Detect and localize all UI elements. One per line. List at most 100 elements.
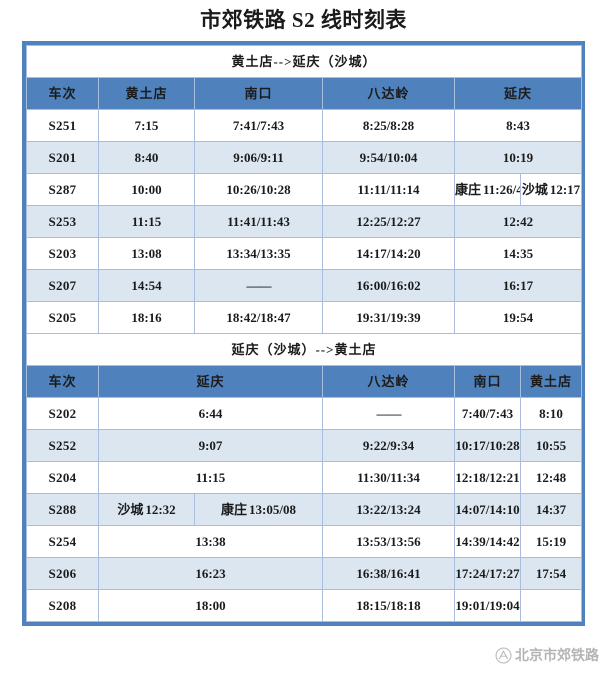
page-title: 市郊铁路 S2 线时刻表 (200, 8, 407, 32)
stop-time: 7:40/7:43 (454, 397, 521, 431)
table-row[interactable]: S28710:0010:26/10:2811:11/11:14康庄11:26/4… (26, 173, 583, 207)
terminus-time: 6:44 (98, 397, 323, 431)
stop-time: 10:26/10:28 (194, 173, 323, 207)
train-number: S251 (26, 109, 99, 143)
watermark-label: 北京市郊铁路 (515, 647, 599, 663)
stop-time: 8:10 (519, 397, 583, 431)
stop-name: 康庄 (455, 182, 482, 198)
stop-time: 14:54 (98, 269, 195, 303)
terminus-time: 10:19 (453, 141, 583, 175)
section-caption: 延庆（沙城）-->黄土店 (25, 333, 583, 367)
table-row[interactable]: S251 7:15 7:41/7:43 8:25/8:28 8:43 (26, 109, 583, 143)
stop-time: 10:00 (98, 173, 195, 207)
stop-time: 14:37 (519, 493, 583, 527)
column-header-3: 南口 (194, 77, 323, 111)
stop-time: 13:53/13:56 (322, 525, 455, 559)
stop-time: 19:01/19:04 (454, 589, 521, 623)
stop-time: 13:08 (98, 237, 195, 271)
table-row[interactable]: S204 11:15 11:30/11:34 12:18/12:21 12:48 (26, 461, 583, 495)
no-stop-dash: —— (194, 269, 323, 303)
train-number: S202 (26, 397, 99, 431)
stop-time: 12:32 (145, 502, 176, 518)
stop-time: 14:39/14:42 (454, 525, 521, 559)
column-header-1: 车次 (26, 365, 99, 399)
stop-time: 10:55 (519, 429, 583, 463)
train-number: S288 (26, 493, 99, 527)
train-number: S253 (26, 205, 99, 239)
train-number: S254 (26, 525, 99, 559)
terminus-time: 12:42 (453, 205, 583, 239)
column-header-3: 八达岭 (322, 365, 455, 399)
column-header-5: 延庆 (453, 77, 583, 111)
no-stop-dash: —— (322, 397, 455, 431)
terminus-cell-left: 沙城 12:32 (98, 493, 195, 527)
stop-time: 19:31/19:39 (322, 301, 455, 335)
terminus-time: 13:38 (98, 525, 323, 559)
terminus-time: 18:00 (98, 589, 323, 623)
stop-time: 16:38/16:41 (322, 557, 455, 591)
train-number: S201 (26, 141, 99, 175)
stop-time: 14:17/14:20 (322, 237, 455, 271)
stop-time: 12:48 (519, 461, 583, 495)
circular-railway-logo-icon (495, 646, 512, 664)
column-header-4: 八达岭 (322, 77, 455, 111)
timetable-frame: 黄土店-->延庆（沙城） 车次 黄土店 南口 八达岭 延庆 S251 7:15 7:41/7:4… (22, 41, 585, 627)
column-header-4: 南口 (454, 365, 521, 399)
table-row[interactable]: S207 14:54 —— 16:00/16:02 16:17 (26, 269, 583, 303)
stop-time: 18:16 (98, 301, 195, 335)
terminus-time: 19:54 (453, 301, 583, 335)
stop-time: 11:15 (98, 205, 195, 239)
stop-time: 11:11/11:14 (322, 173, 455, 207)
terminus-cell-right: 康庄 13:05/08 (194, 493, 323, 527)
terminus-time: 11:15 (98, 461, 323, 495)
column-header-1: 车次 (26, 77, 99, 111)
stop-time: 8:40 (98, 141, 195, 175)
stop-time: 14:07/14:10 (454, 493, 521, 527)
timetable-body: 黄土店-->延庆（沙城） 车次 黄土店 南口 八达岭 延庆 S251 7:15 7:41/7:4… (25, 45, 583, 623)
watermark: 北京市郊铁路 (495, 645, 599, 665)
table-row[interactable]: S205 18:16 18:42/18:47 19:31/19:39 19:54 (26, 301, 583, 335)
column-header-5: 黄土店 (519, 365, 583, 399)
stop-time: 9:54/10:04 (322, 141, 455, 175)
train-number: S252 (26, 429, 99, 463)
table-row[interactable]: S201 8:40 9:06/9:11 9:54/10:04 10:19 (26, 141, 583, 175)
stop-time: 13:34/13:35 (194, 237, 323, 271)
train-number: S207 (26, 269, 99, 303)
column-header-row: 车次 黄土店 南口 八达岭 延庆 (26, 77, 583, 111)
column-header-2: 延庆 (98, 365, 323, 399)
stop-time: 9:06/9:11 (194, 141, 323, 175)
stop-name: 沙城 (117, 502, 144, 518)
table-row[interactable]: S206 16:23 16:38/16:41 17:24/17:27 17:54 (26, 557, 583, 591)
terminus-time: 16:17 (453, 269, 583, 303)
stop-time: 13:05/08 (249, 502, 296, 518)
column-header-2: 黄土店 (98, 77, 195, 111)
column-header-row: 车次 延庆 八达岭 南口 黄土店 (26, 365, 583, 399)
stop-time: 16:00/16:02 (322, 269, 455, 303)
stop-time: 18:42/18:47 (194, 301, 323, 335)
terminus-time: 9:07 (98, 429, 323, 463)
stop-time: 12:25/12:27 (322, 205, 455, 239)
stop-time: 11:41/11:43 (194, 205, 323, 239)
stop-time: 10:17/10:28 (454, 429, 521, 463)
table-row[interactable]: S252 9:07 9:22/9:34 10:17/10:28 10:55 (26, 429, 583, 463)
table-row[interactable]: S288 沙城 12:32 康庄 13:05/08 13:22/13:24 14:07/14… (26, 493, 583, 527)
stop-time: 12:17 (549, 182, 581, 198)
stop-time: 11:30/11:34 (322, 461, 455, 495)
table-row[interactable]: S203 13:08 13:34/13:35 14:17/14:20 14:35 (26, 237, 583, 271)
train-number: S206 (26, 557, 99, 591)
stop-time: 17:54 (519, 557, 583, 591)
table-row[interactable]: S254 13:38 13:53/13:56 14:39/14:42 15:19 (26, 525, 583, 559)
stop-name: 沙城 (521, 182, 548, 198)
table-row[interactable]: S202 6:44 —— 7:40/7:43 8:10 (26, 397, 583, 431)
table-row[interactable]: S253 11:15 11:41/11:43 12:25/12:27 12:42 (26, 205, 583, 239)
stop-time (519, 589, 583, 623)
table-row[interactable]: S208 18:00 18:15/18:18 19:01/19:04 (26, 589, 583, 623)
train-number: S204 (26, 461, 99, 495)
terminus-time: 14:35 (453, 237, 583, 271)
train-number: S205 (26, 301, 99, 335)
stop-time: 12:18/12:21 (454, 461, 521, 495)
stop-name: 康庄 (221, 502, 248, 518)
terminus-time: 16:23 (98, 557, 323, 591)
train-number: S287 (26, 173, 99, 207)
timetable: 黄土店-->延庆（沙城） 车次 黄土店 南口 八达岭 延庆 S251 7:15 7:41/7:4… (25, 45, 583, 623)
